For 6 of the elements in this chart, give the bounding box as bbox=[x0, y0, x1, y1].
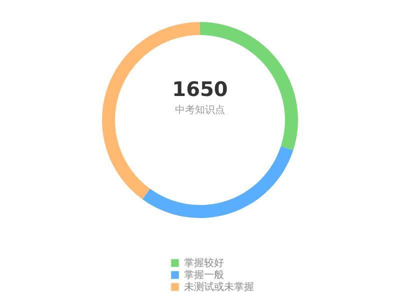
donut-slice bbox=[142, 146, 294, 218]
text: 中考知识点 bbox=[175, 104, 225, 116]
text: 1650 bbox=[172, 77, 228, 101]
legend-label: 未测试或未掌握 bbox=[184, 281, 254, 293]
legend-label: 掌握一般 bbox=[184, 269, 224, 281]
legend-label: 掌握较好 bbox=[184, 257, 224, 269]
